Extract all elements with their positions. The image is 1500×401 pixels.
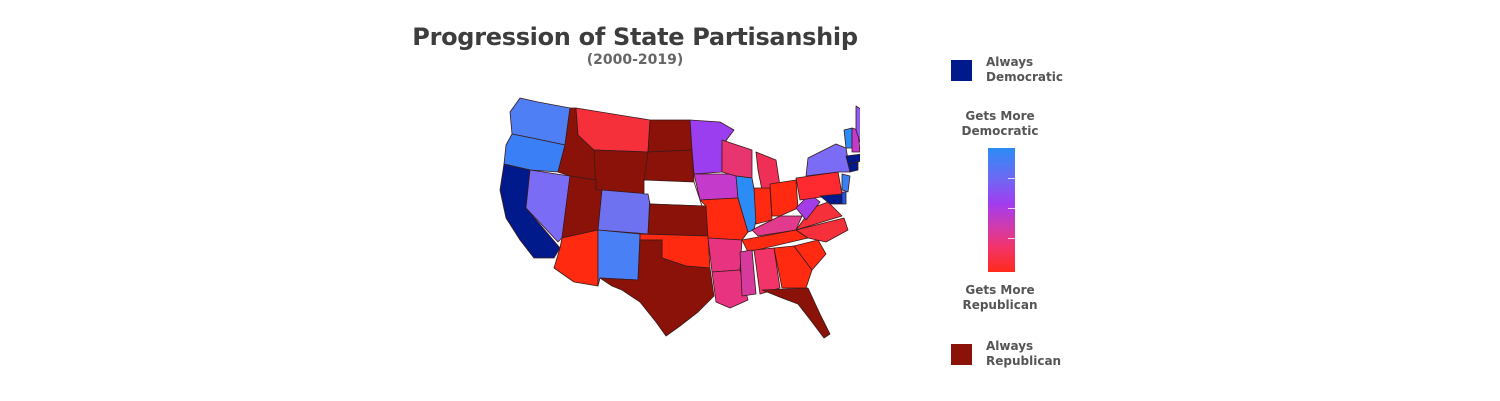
state-oregon <box>503 133 566 173</box>
state-south-dakota <box>643 149 695 183</box>
state-wyoming <box>593 149 649 195</box>
always-democratic-label: Always Democratic <box>986 55 1063 84</box>
gradient-tick <box>1008 238 1015 239</box>
state-colorado <box>597 189 651 235</box>
state-florida <box>761 287 831 339</box>
partisanship-gradient-bar <box>988 148 1015 272</box>
state-nebraska <box>643 179 703 207</box>
state-wisconsin <box>721 139 753 179</box>
state-louisiana <box>711 269 749 309</box>
state-delaware <box>841 191 847 205</box>
state-indiana <box>753 187 773 225</box>
gets-more-democratic-label: Gets More Democratic <box>961 109 1039 138</box>
gets-more-republican-label: Gets More Republican <box>962 283 1038 312</box>
always-democratic-swatch <box>951 60 972 81</box>
chart-title: Progression of State Partisanship <box>412 23 858 51</box>
state-iowa <box>693 173 739 201</box>
always-republican-swatch <box>951 344 972 365</box>
state-alabama <box>753 247 781 295</box>
chart-subtitle: (2000-2019) <box>586 52 684 68</box>
state-mississippi <box>739 249 757 297</box>
state-new-mexico <box>597 229 641 287</box>
state-massachusetts <box>845 153 860 165</box>
state-new-york <box>805 143 851 177</box>
state-new-jersey <box>841 173 851 193</box>
gradient-tick <box>1008 178 1015 179</box>
state-vermont <box>843 127 853 149</box>
state-georgia <box>773 245 813 289</box>
state-nevada <box>525 169 571 243</box>
state-north-dakota <box>647 119 693 153</box>
state-north-carolina <box>795 217 849 243</box>
state-maryland <box>819 193 843 205</box>
state-texas <box>599 239 715 337</box>
state-arkansas <box>707 237 743 273</box>
us-states-map <box>499 97 860 339</box>
state-south-carolina <box>793 239 827 271</box>
state-kansas <box>647 203 709 237</box>
state-maine <box>855 105 860 143</box>
gradient-tick <box>1008 208 1015 209</box>
always-republican-label: Always Republican <box>986 339 1062 368</box>
state-ohio <box>769 179 799 217</box>
